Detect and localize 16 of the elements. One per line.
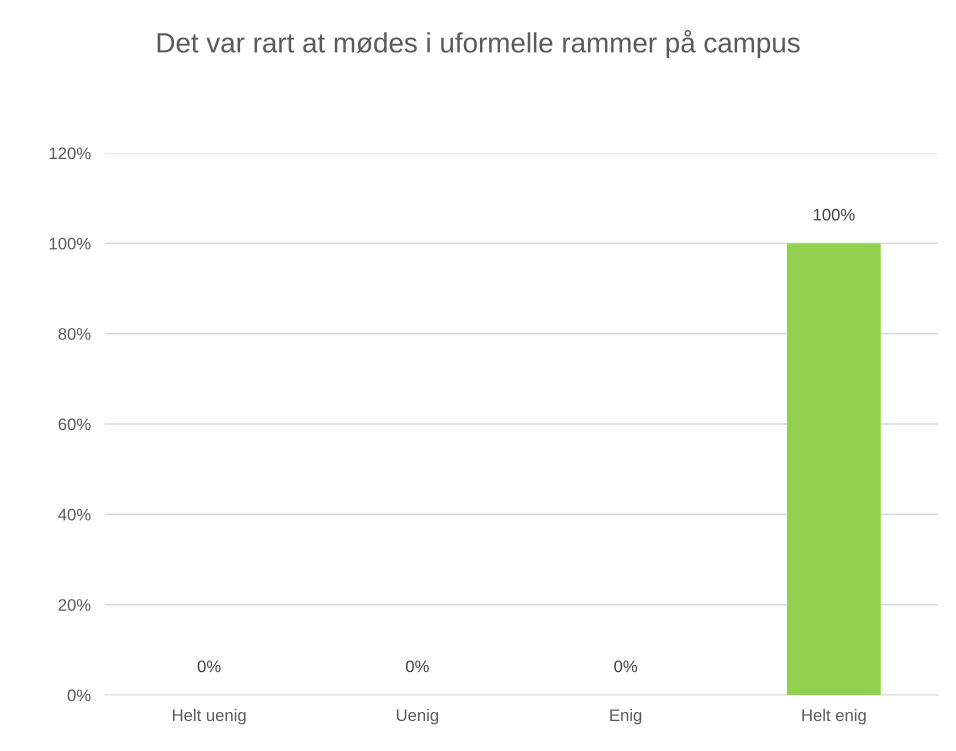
data-label: 100% — [814, 208, 855, 221]
x-tick-label: Uenig — [396, 708, 438, 724]
x-tick-label: Helt uenig — [172, 708, 246, 724]
y-tick-label: 40% — [58, 508, 91, 521]
chart-title: Det var rart at mødes i uformelle rammer på campus — [158, 30, 800, 58]
y-tick-label: 120% — [50, 147, 91, 160]
data-label: 0% — [614, 660, 638, 672]
y-tick-label: 60% — [58, 418, 91, 430]
y-tick-label: 100% — [50, 238, 91, 250]
data-label: 0% — [198, 660, 221, 672]
y-tick-label: 0% — [68, 689, 91, 702]
y-tick-label: 80% — [58, 328, 91, 340]
data-label: 0% — [406, 660, 429, 672]
x-tick-label: Helt enig — [802, 708, 866, 724]
y-tick-label: 20% — [58, 599, 91, 611]
x-tick-label: Enig — [610, 708, 642, 724]
